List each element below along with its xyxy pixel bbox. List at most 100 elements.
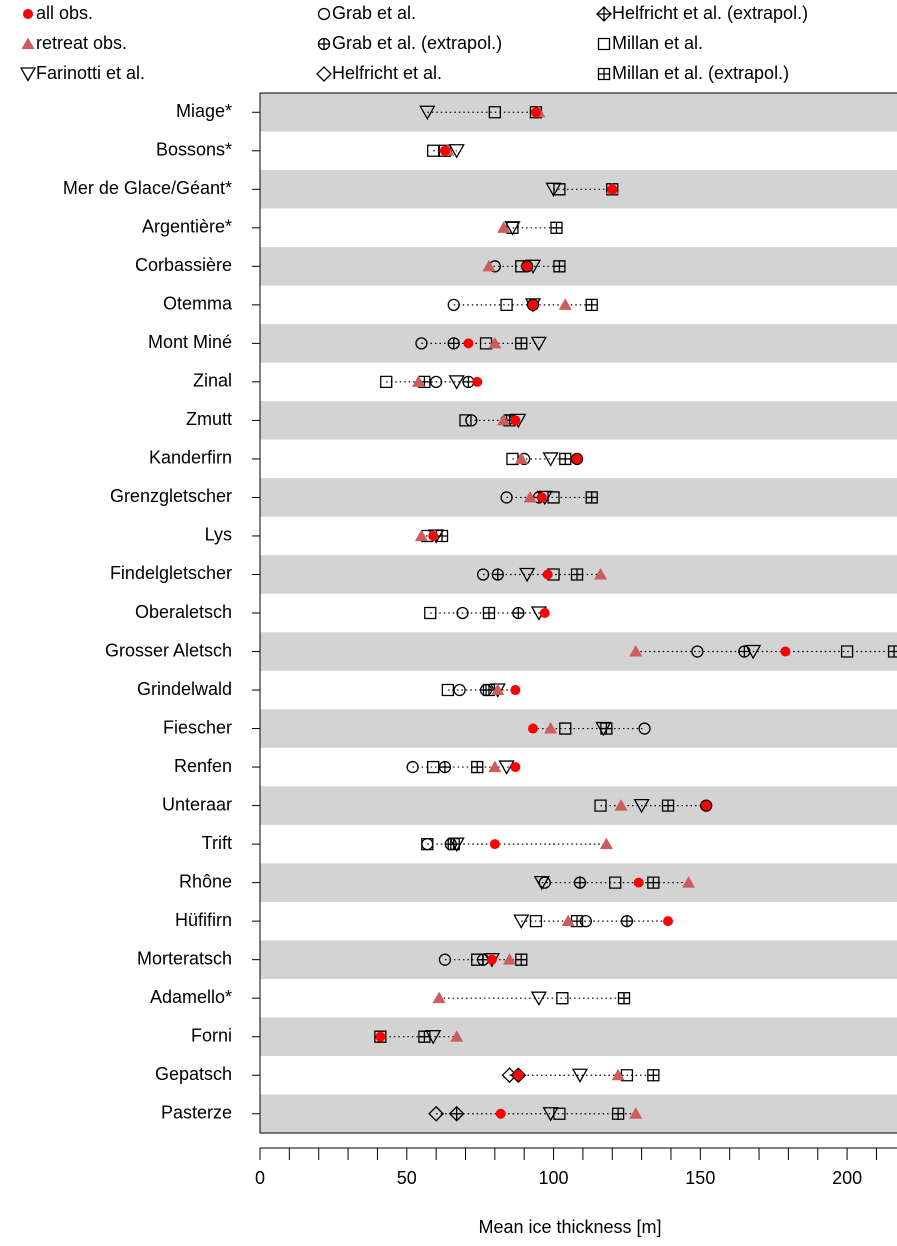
row-band xyxy=(260,1094,897,1133)
marker xyxy=(559,722,572,735)
y-tick-label: Adamello* xyxy=(150,987,232,1007)
marker xyxy=(424,606,437,620)
marker xyxy=(479,337,493,350)
marker xyxy=(375,1031,386,1042)
marker xyxy=(427,144,440,157)
legend-label: Millan et al. (extrapol.) xyxy=(612,63,789,83)
marker xyxy=(572,453,583,464)
y-tick-label: Argentière* xyxy=(142,217,232,237)
marker xyxy=(515,337,528,350)
marker xyxy=(500,491,513,504)
row-band xyxy=(260,324,897,363)
y-tick-label: Trift xyxy=(202,833,232,853)
legend-label: Grab et al. xyxy=(332,3,416,23)
row-band xyxy=(260,632,897,671)
marker xyxy=(561,914,575,927)
marker xyxy=(479,683,493,697)
row-band xyxy=(260,401,897,440)
marker xyxy=(629,645,643,657)
legend-symbol xyxy=(316,66,332,82)
legend-label: retreat obs. xyxy=(36,33,127,53)
marker xyxy=(438,953,452,966)
marker xyxy=(421,838,434,851)
legend-symbol xyxy=(317,7,331,21)
marker xyxy=(450,1030,464,1042)
marker xyxy=(542,569,553,580)
legend-label: Helfricht et al. xyxy=(332,63,442,83)
marker xyxy=(497,221,511,233)
y-tick-label: Morteratsch xyxy=(137,948,232,968)
marker xyxy=(594,799,607,812)
marker xyxy=(512,606,525,620)
marker xyxy=(456,606,469,620)
marker xyxy=(599,837,613,850)
marker xyxy=(514,452,528,464)
y-tick-label: Pasterze xyxy=(161,1102,232,1122)
marker xyxy=(513,914,530,929)
marker xyxy=(542,452,559,467)
legend-label: Helfricht et al. (extrapol.) xyxy=(612,3,808,23)
marker xyxy=(519,567,536,583)
marker xyxy=(510,685,521,696)
marker xyxy=(488,336,502,349)
y-tick-label: Renfen xyxy=(174,756,232,776)
marker xyxy=(595,721,612,737)
marker xyxy=(406,761,419,774)
marker xyxy=(463,338,474,349)
y-tick-label: Gepatsch xyxy=(155,1064,232,1084)
marker xyxy=(482,259,496,272)
marker xyxy=(425,1030,442,1045)
marker xyxy=(515,953,528,966)
y-tick-label: Corbassière xyxy=(135,255,232,275)
marker xyxy=(780,646,791,657)
marker xyxy=(428,530,439,541)
marker xyxy=(448,1105,465,1122)
y-tick-label: Grosser Aletsch xyxy=(105,640,232,660)
marker xyxy=(489,839,500,850)
marker xyxy=(498,760,515,775)
marker xyxy=(523,490,537,503)
marker xyxy=(558,298,572,310)
marker xyxy=(538,876,551,889)
marker xyxy=(432,991,446,1004)
y-tick-label: Otemma xyxy=(163,294,233,314)
marker xyxy=(428,1105,445,1122)
marker xyxy=(510,415,521,426)
marker xyxy=(840,645,854,658)
marker xyxy=(429,375,443,388)
marker xyxy=(510,762,521,773)
marker xyxy=(738,645,751,658)
marker xyxy=(701,800,712,811)
legend-symbol xyxy=(23,9,33,19)
marker xyxy=(550,221,563,234)
x-axis-title: Mean ice thickness [m] xyxy=(478,1217,661,1237)
marker xyxy=(614,799,628,811)
marker xyxy=(633,877,644,888)
marker xyxy=(380,375,393,389)
marker xyxy=(638,722,651,735)
marker xyxy=(539,608,550,618)
y-tick-label: Findelgletscher xyxy=(110,563,232,583)
marker xyxy=(441,683,455,697)
y-tick-label: Hüfifirn xyxy=(175,910,232,930)
legend-label: all obs. xyxy=(36,3,93,23)
x-tick-label: 0 xyxy=(255,1168,265,1188)
marker xyxy=(465,414,478,427)
marker xyxy=(887,645,897,658)
marker xyxy=(528,299,538,310)
legend-label: Grab et al. (extrapol.) xyxy=(332,33,502,53)
marker xyxy=(530,336,547,352)
marker xyxy=(488,106,501,119)
marker xyxy=(611,1068,625,1081)
marker xyxy=(495,1108,506,1119)
marker xyxy=(414,529,428,541)
marker xyxy=(691,645,704,658)
marker xyxy=(476,568,490,581)
marker xyxy=(633,798,650,814)
marker xyxy=(448,144,465,159)
legend-label: Farinotti et al. xyxy=(36,63,145,83)
marker xyxy=(491,568,504,581)
marker xyxy=(579,915,592,928)
row-band xyxy=(260,786,897,825)
marker xyxy=(444,838,457,851)
